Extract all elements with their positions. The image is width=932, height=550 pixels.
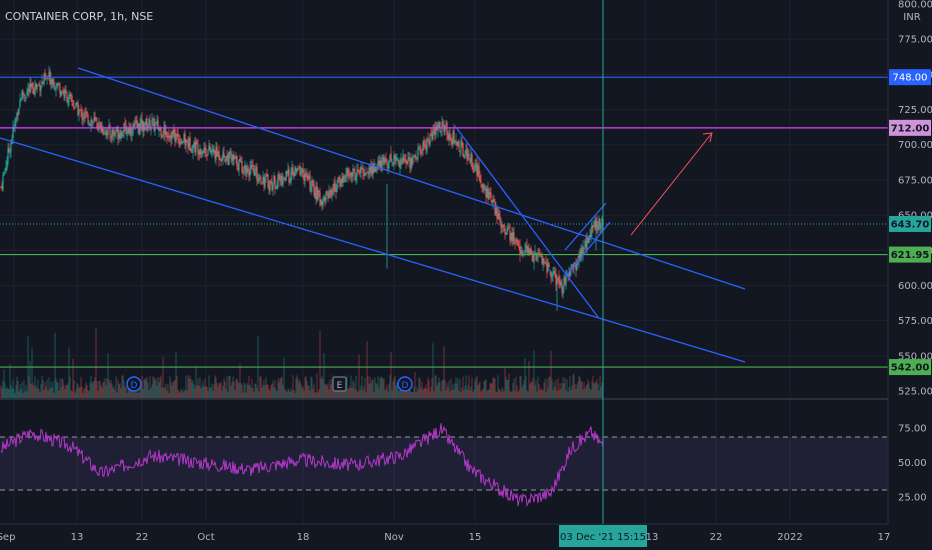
rsi-axis-label: 50.00: [898, 458, 927, 469]
channel-lower-line[interactable]: [0, 137, 746, 363]
steep-trend-line[interactable]: [454, 125, 599, 318]
price-tag[interactable]: 643.70: [889, 215, 931, 232]
rsi-pane[interactable]: [0, 423, 888, 507]
price-axis-label: 600.00: [898, 281, 932, 292]
rsi-axis-label: 25.00: [898, 493, 927, 504]
time-axis-label: Oct: [197, 532, 214, 543]
time-axis-label: 22: [710, 532, 723, 543]
price-axis-label: 550.00: [898, 351, 932, 362]
price-tags[interactable]: 748.00 712.00 643.70 621.95 542.00: [889, 69, 931, 376]
volume-bars: [0, 327, 604, 398]
time-axis[interactable]: Sep 13 22 Oct 18 Nov 15 13 22 2022 17 03 Dec '21 1…: [0, 523, 932, 550]
svg-text:D: D: [131, 381, 138, 391]
price-axis-label: 800.00: [898, 0, 932, 11]
rsi-band: [0, 437, 888, 490]
price-tag[interactable]: 712.00: [889, 119, 931, 136]
time-axis-label: Sep: [0, 532, 15, 543]
price-axis-label: 575.00: [898, 316, 932, 327]
time-axis-label: 22: [136, 532, 149, 543]
crosshair-time-tag: [559, 525, 647, 547]
price-axis-label: 700.00: [898, 140, 932, 151]
dividend-marker[interactable]: D: [126, 376, 142, 392]
channel-upper-line[interactable]: [77, 67, 746, 290]
chart-title: CONTAINER CORP, 1h, NSE: [5, 10, 153, 23]
price-tag[interactable]: 542.00: [889, 359, 931, 376]
time-axis-label: 2022: [777, 532, 802, 543]
price-axis-label: 675.00: [898, 175, 932, 186]
time-axis-label: Nov: [384, 532, 404, 543]
time-axis-label: 13: [71, 532, 84, 543]
horizontal-levels[interactable]: [0, 76, 888, 368]
rsi-line: [0, 423, 604, 507]
time-axis-label: 15: [469, 532, 482, 543]
price-tag[interactable]: 621.95: [889, 246, 931, 263]
svg-text:542.00: 542.00: [891, 363, 930, 374]
svg-text:712.00: 712.00: [891, 123, 930, 134]
svg-text:E: E: [337, 381, 343, 391]
price-axis-label: 775.00: [898, 35, 932, 46]
price-tag[interactable]: 748.00: [889, 69, 931, 86]
rsi-axis-label: 75.00: [898, 424, 927, 435]
svg-text:621.95: 621.95: [891, 250, 930, 261]
crosshair-time-label: 03 Dec '21 15:15: [560, 532, 646, 543]
candlestick-series: [0, 65, 604, 311]
price-axis[interactable]: 800.00775.00750.00725.00700.00675.00650.…: [887, 0, 932, 550]
time-axis-label: 18: [297, 532, 310, 543]
projection-arrow[interactable]: [630, 132, 713, 236]
price-axis-label: 525.00: [898, 387, 932, 398]
svg-text:748.00: 748.00: [893, 73, 928, 84]
earnings-marker[interactable]: E: [332, 376, 347, 392]
time-axis-label: 17: [878, 532, 891, 543]
svg-text:643.70: 643.70: [891, 219, 930, 230]
price-axis-label: 725.00: [898, 105, 932, 116]
dividend-marker[interactable]: D: [397, 376, 413, 392]
currency-label: INR: [903, 12, 920, 23]
time-axis-label: 13: [646, 532, 659, 543]
event-markers[interactable]: D E D: [126, 376, 413, 392]
svg-text:D: D: [402, 381, 409, 391]
trendlines[interactable]: [0, 67, 746, 363]
flag-upper-line[interactable]: [564, 202, 607, 251]
